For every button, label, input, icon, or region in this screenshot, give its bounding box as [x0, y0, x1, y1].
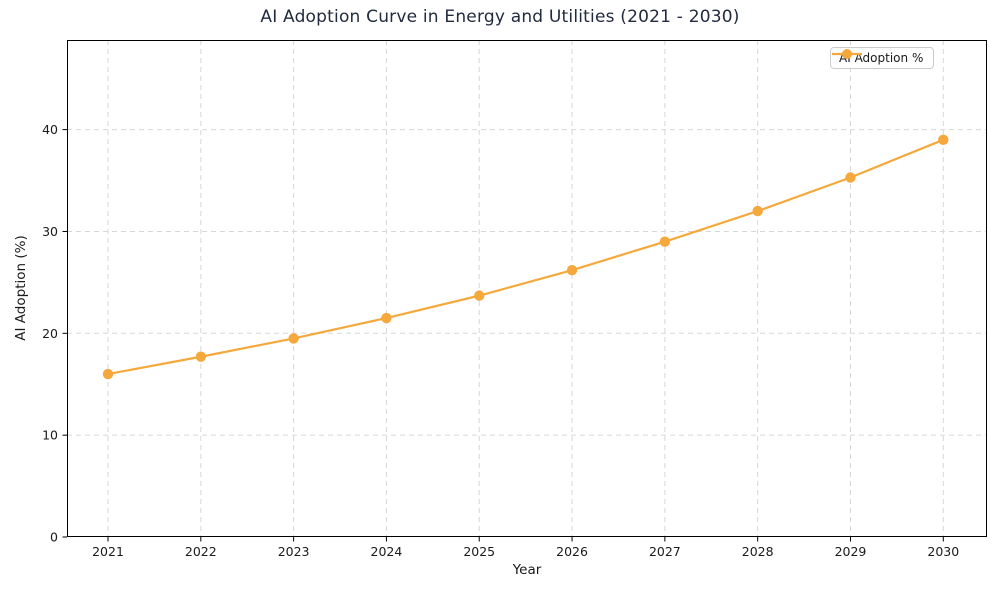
- legend-line-marker-icon: [832, 49, 862, 59]
- x-tick-label: 2030: [927, 544, 959, 559]
- data-point: [102, 368, 114, 380]
- y-tick-label: 10: [42, 428, 58, 443]
- y-tick-label: 0: [50, 530, 58, 545]
- data-point: [659, 236, 671, 247]
- x-tick-label: 2028: [742, 544, 774, 559]
- data-point: [474, 290, 485, 301]
- data-point: [566, 264, 578, 276]
- x-tick-label: 2024: [371, 544, 403, 559]
- x-tick-label: 2027: [649, 544, 681, 559]
- x-tick-label: 2022: [185, 544, 217, 559]
- x-tick-label: 2029: [835, 544, 867, 559]
- x-tick-label: 2023: [278, 544, 310, 559]
- data-point: [288, 333, 299, 344]
- x-tick-label: 2021: [92, 544, 124, 559]
- data-line: [107, 138, 944, 376]
- x-tick-label: 2025: [463, 544, 495, 559]
- x-axis-label: Year: [512, 562, 542, 578]
- y-tick-label: 30: [42, 224, 58, 239]
- data-point: [381, 312, 392, 324]
- y-axis-label: AI Adoption (%): [13, 235, 29, 341]
- y-tick-label: 40: [42, 122, 58, 137]
- x-tick-label: 2026: [556, 544, 588, 559]
- data-point: [845, 172, 856, 183]
- legend: AI Adoption %: [830, 47, 935, 69]
- chart-title: AI Adoption Curve in Energy and Utilitie…: [260, 7, 740, 27]
- data-point: [938, 134, 949, 146]
- data-point: [195, 351, 207, 362]
- axes-spines: [67, 40, 987, 537]
- y-tick-label: 20: [42, 326, 58, 341]
- data-point: [752, 205, 763, 217]
